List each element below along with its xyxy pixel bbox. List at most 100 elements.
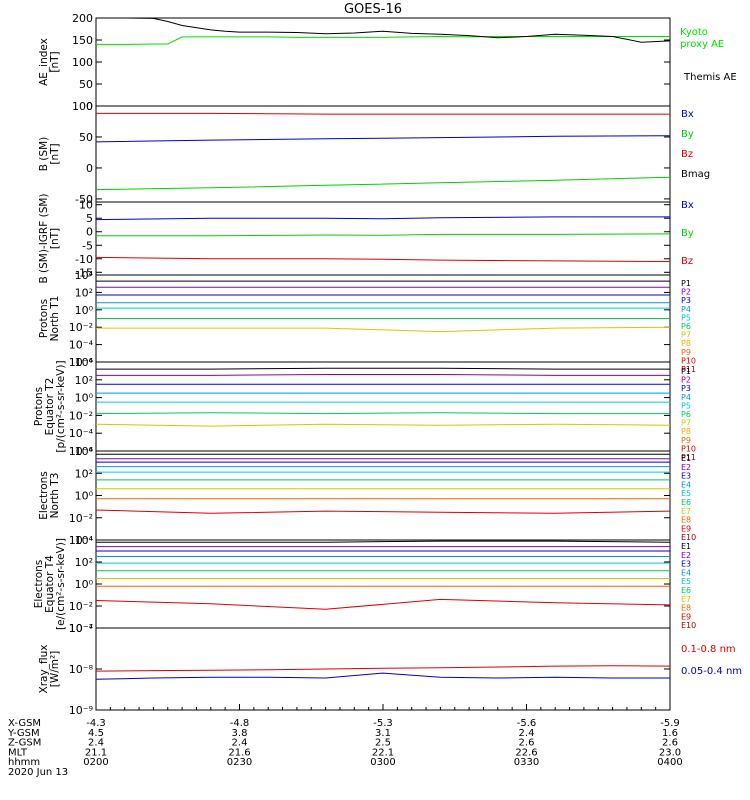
y-tick-label: 10² <box>75 286 93 299</box>
y-tick-label: 0 <box>86 100 93 113</box>
y-tick-label: 10 <box>79 199 93 212</box>
y-axis-label: Electrons <box>38 471 50 520</box>
x-row-label: hhmm <box>8 757 40 768</box>
legend-label: E4 <box>681 480 691 489</box>
panel-frame <box>95 539 671 629</box>
legend-label: E1 <box>681 542 691 551</box>
legend-label: P11 <box>681 453 696 462</box>
y-axis-label: [p/(cm²-s-sr-keV)] <box>55 360 67 452</box>
legend-label: Themis AE <box>683 72 737 83</box>
y-tick-label: 10⁻⁴ <box>69 427 94 440</box>
y-tick-label: 100 <box>72 100 93 113</box>
legend-label: By <box>681 129 694 140</box>
legend-label: Bx <box>681 200 694 211</box>
panel-frame <box>95 627 671 711</box>
x-row-value: 2.6 <box>662 738 678 749</box>
legend-label: P4 <box>681 305 691 314</box>
y-tick-label: 0 <box>86 226 93 239</box>
y-tick-label: 10⁻⁷ <box>69 622 93 635</box>
y-tick-label: 200 <box>72 12 93 25</box>
y-tick-label: 10⁻⁴ <box>69 622 94 635</box>
x-row-label: X-GSM <box>8 718 41 729</box>
series-line-e9 <box>95 509 671 514</box>
panel-2: -50 0 50 100 B (SM) [nT] Bx By Bz Bmag <box>38 100 710 206</box>
y-tick-label: 0 <box>86 162 93 175</box>
legend-label: P10 <box>681 444 696 453</box>
legend-label: P1 <box>681 367 691 376</box>
legend-label: E2 <box>681 463 691 472</box>
legend-label: P4 <box>681 393 691 402</box>
x-row-value: 2.4 <box>232 738 248 749</box>
x-row-value: 2.4 <box>519 728 535 739</box>
panel-5: 10⁻⁶ 10⁻⁴ 10⁻² 10⁰ 10² 10⁴ Protons Equator T2 [p… <box>33 356 696 462</box>
y-tick-label: -10 <box>75 253 93 266</box>
x-row-label: Y-GSM <box>7 728 40 739</box>
legend-label: By <box>681 228 694 239</box>
legend-label: E6 <box>681 586 691 595</box>
legend-label: 0.1-0.8 nm <box>681 644 736 655</box>
y-axis-label: North T1 <box>49 296 61 342</box>
legend-label: P10 <box>681 356 696 365</box>
x-row-value: 22.6 <box>515 747 537 758</box>
series-line-p2 <box>96 374 670 376</box>
series-line-bz <box>96 112 670 115</box>
legend-label: Bz <box>681 256 693 267</box>
series-line-bx <box>95 135 671 143</box>
legend-label: E5 <box>681 489 691 498</box>
legend-label: P2 <box>681 376 691 385</box>
x-row-value: -5.6 <box>517 718 537 729</box>
panel-frame <box>95 105 671 203</box>
series-line-e9 <box>95 598 671 610</box>
legend-label: P11 <box>681 365 696 374</box>
y-tick-label: 10⁴ <box>75 534 94 547</box>
y-axis-label: [nT] <box>49 228 61 249</box>
series-line-kyoto-proxy-ae <box>96 35 670 45</box>
y-tick-label: 10⁴ <box>75 445 94 458</box>
y-tick-label: 10⁻⁴ <box>69 534 94 547</box>
series-line-bz <box>95 256 671 262</box>
legend-label: E5 <box>681 577 691 586</box>
y-axis-label: AE_index <box>38 38 50 86</box>
legend-label: E7 <box>681 507 691 516</box>
legend-label: P6 <box>681 322 691 331</box>
series-line-p7 <box>96 326 671 333</box>
y-axis-label: Xray_flux <box>38 645 50 694</box>
y-tick-label: -50 <box>75 193 93 206</box>
x-row-value: 3.1 <box>375 728 391 739</box>
y-axis-label: [W/m²] <box>49 651 61 688</box>
y-tick-label: 10⁻² <box>69 321 93 334</box>
y-tick-label: 5 <box>86 212 93 225</box>
date-label: 2020 Jun 13 <box>8 767 68 778</box>
y-tick-label: -5 <box>82 239 93 252</box>
y-tick-label: 150 <box>72 34 93 47</box>
series-line-p6 <box>95 412 670 415</box>
x-row-value: 21.6 <box>228 747 250 758</box>
y-axis-label: [nT] <box>49 143 61 164</box>
y-tick-label: 10⁻⁴ <box>69 339 94 352</box>
legend-label: P9 <box>681 436 691 445</box>
y-tick-label: 100 <box>72 56 93 69</box>
legend-label: P3 <box>681 296 691 305</box>
y-tick-label: 10⁻² <box>69 409 93 422</box>
y-axis-label: [e/(cm²-s-sr-keV)] <box>55 538 67 630</box>
x-row-value: -4.8 <box>230 718 250 729</box>
x-row-value: 2.6 <box>519 738 535 749</box>
y-tick-label: 10² <box>75 556 93 569</box>
legend-label: E7 <box>681 595 691 604</box>
y-tick-label: 10⁰ <box>75 490 94 503</box>
legend-label: E6 <box>681 498 691 507</box>
series-line-0-1-0-8-nm <box>95 665 671 672</box>
legend-label: Kyoto <box>680 27 708 38</box>
x-row-label: MLT <box>8 747 28 758</box>
legend-label: Bmag <box>681 169 710 180</box>
series-line-bx <box>95 216 670 221</box>
y-tick-label: -15 <box>75 266 93 279</box>
legend-label: P5 <box>681 313 691 322</box>
series-line-p7 <box>95 423 671 427</box>
legend-label: E10 <box>681 533 696 542</box>
legend-label: Bx <box>681 109 694 120</box>
y-axis-label: Electrons <box>33 560 45 609</box>
